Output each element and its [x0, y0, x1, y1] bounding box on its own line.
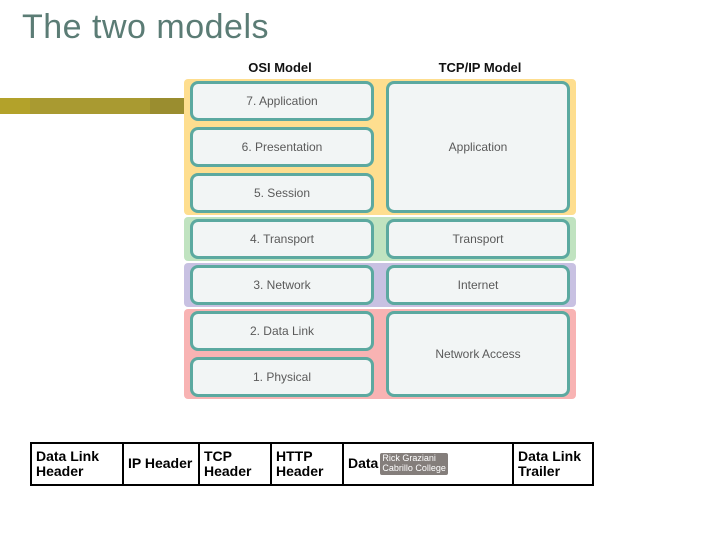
tcpip-layer: Internet — [386, 265, 570, 305]
tcpip-header: TCP/IP Model — [390, 60, 570, 75]
segment-label: Data — [348, 456, 378, 471]
packet-diagram: Data LinkHeader IP Header TCPHeader HTTPHea… — [30, 442, 594, 486]
accent-segment — [30, 98, 150, 114]
osi-layer: 1. Physical — [190, 357, 374, 397]
osi-layer: 6. Presentation — [190, 127, 374, 167]
tcpip-column: Application Transport Internet Network Acce… — [386, 81, 570, 397]
packet-data-link-trailer: Data LinkTrailer — [514, 442, 594, 486]
segment-label: Data LinkHeader — [36, 449, 99, 480]
osi-layer: 4. Transport — [190, 219, 374, 259]
segment-label: IP Header — [128, 456, 192, 471]
packet-data: DataRick GrazianiCabrillo College — [344, 442, 514, 486]
segment-label: TCPHeader — [204, 449, 251, 480]
segment-label: HTTPHeader — [276, 449, 323, 480]
packet-data-link-header: Data LinkHeader — [30, 442, 124, 486]
osi-layer: 5. Session — [190, 173, 374, 213]
osi-layer: 3. Network — [190, 265, 374, 305]
models-diagram: OSI Model TCP/IP Model 7. Application 6. … — [190, 60, 570, 397]
osi-column: 7. Application 6. Presentation 5. Session 4… — [190, 81, 374, 397]
model-columns: 7. Application 6. Presentation 5. Session 4… — [190, 81, 570, 397]
accent-bar — [0, 98, 190, 114]
tcpip-layer: Network Access — [386, 311, 570, 397]
page-title: The two models — [22, 8, 269, 47]
packet-tcp-header: TCPHeader — [200, 442, 272, 486]
osi-layer: 2. Data Link — [190, 311, 374, 351]
tcpip-layer: Transport — [386, 219, 570, 259]
packet-ip-header: IP Header — [124, 442, 200, 486]
model-headers: OSI Model TCP/IP Model — [190, 60, 570, 75]
title-text: The two models — [22, 8, 269, 46]
attribution-badge: Rick GrazianiCabrillo College — [380, 453, 448, 475]
packet-http-header: HTTPHeader — [272, 442, 344, 486]
osi-header: OSI Model — [190, 60, 370, 75]
slide: The two models OSI Model TCP/IP Model 7.… — [0, 0, 720, 540]
segment-label: Data LinkTrailer — [518, 449, 581, 480]
osi-layer: 7. Application — [190, 81, 374, 121]
accent-segment — [0, 98, 30, 114]
tcpip-layer: Application — [386, 81, 570, 213]
